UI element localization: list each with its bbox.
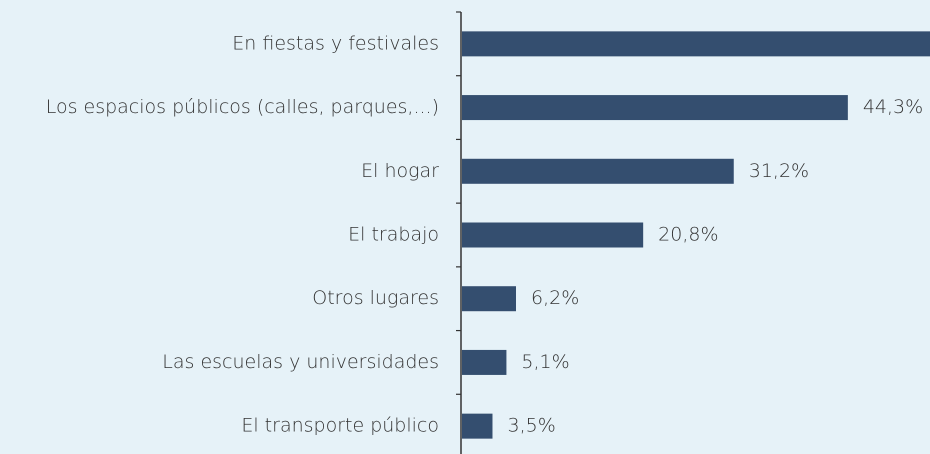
value-label: 5,1% — [521, 351, 569, 373]
bar — [462, 222, 644, 248]
category-label: Las escuelas y universidades — [162, 351, 439, 373]
bar — [462, 413, 493, 439]
category-label: El trabajo — [348, 224, 439, 246]
bar — [462, 286, 517, 312]
value-label: 6,2% — [531, 287, 579, 309]
bar — [462, 31, 930, 57]
bar — [462, 158, 734, 184]
bar — [462, 349, 507, 375]
bar — [462, 95, 848, 121]
value-label: 31,2% — [749, 160, 809, 182]
category-label: El transporte público — [241, 415, 439, 437]
category-label: Otros lugares — [312, 287, 439, 309]
value-label: 3,5% — [507, 415, 555, 437]
category-label: En fiestas y festivales — [232, 32, 439, 54]
category-label: Los espacios públicos (calles, parques,.… — [46, 96, 439, 118]
value-label: 44,3% — [863, 96, 923, 118]
value-label: 20,8% — [658, 224, 718, 246]
category-label: El hogar — [361, 160, 439, 182]
